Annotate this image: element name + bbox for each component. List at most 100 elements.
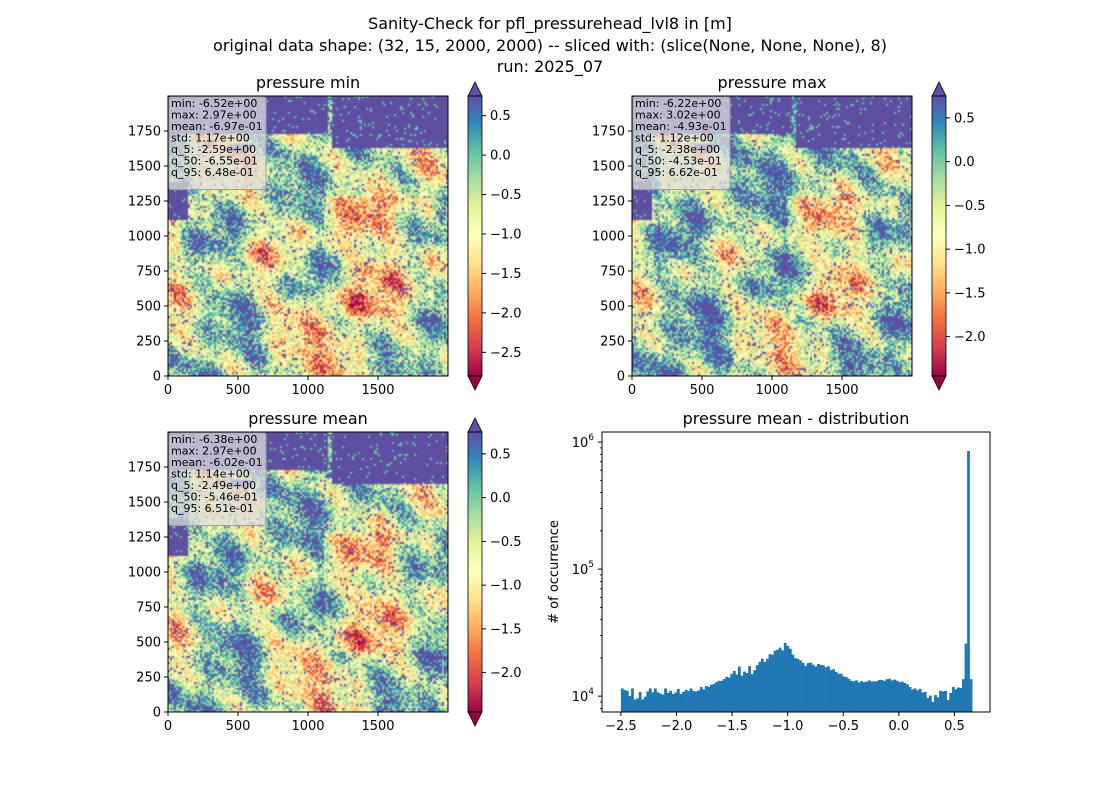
histogram-bar	[816, 664, 820, 712]
histogram-bar	[631, 688, 634, 712]
y-tick-label: 250	[136, 335, 161, 350]
stats-line: mean: -6.02e-01	[171, 456, 263, 469]
y-tick-label: 250	[600, 335, 625, 350]
stats-line: std: 1.17e+00	[171, 132, 250, 145]
histogram-bar	[638, 691, 642, 712]
histogram-bar	[704, 686, 708, 712]
histogram-bar	[687, 690, 690, 712]
colorbar-tick-label: −1.0	[490, 579, 522, 594]
histogram-bar	[941, 691, 945, 712]
histogram-bar	[771, 654, 774, 712]
histogram-bar	[758, 661, 762, 712]
histogram-bar	[839, 673, 843, 712]
histogram-bar	[834, 671, 838, 712]
histogram-bar	[768, 654, 772, 712]
histogram-bar	[712, 683, 716, 712]
histogram-bar	[921, 692, 925, 712]
x-tick-label: 500	[226, 383, 251, 398]
histogram-bar	[710, 684, 713, 712]
histogram-bar	[913, 688, 917, 712]
histogram-bar	[778, 647, 782, 712]
histogram-bar	[745, 673, 749, 712]
histogram-bar	[967, 451, 970, 712]
histogram-bar	[651, 692, 655, 712]
x-tick-label: −1.0	[772, 719, 804, 734]
x-tick-label: 0	[164, 719, 172, 734]
colorbar-tick-label: −1.0	[954, 243, 986, 258]
colorbar-extend-top	[931, 81, 947, 97]
histogram-bar	[969, 679, 973, 712]
histogram-bar	[857, 682, 861, 712]
y-tick-label: 1000	[592, 230, 625, 245]
histogram-bar	[794, 658, 797, 712]
figure-title-line-1: Sanity-Check for pfl_pressurehead_lvl8 i…	[368, 14, 732, 34]
histogram-bar	[753, 670, 757, 712]
colorbar	[932, 96, 946, 376]
histogram-bar	[964, 643, 968, 712]
histogram-bar	[949, 692, 953, 712]
histogram-bar	[648, 688, 652, 712]
colorbar-extend-bottom	[467, 375, 483, 391]
stats-line: q_95: 6.62e-01	[635, 166, 718, 179]
histogram-bar	[867, 680, 871, 712]
stats-line: q_95: 6.48e-01	[171, 166, 254, 179]
histogram-bar	[722, 679, 726, 712]
histogram-bar	[766, 658, 769, 712]
histogram-bar	[842, 676, 846, 712]
histogram-bar	[855, 680, 858, 712]
x-tick-label: 1500	[361, 719, 394, 734]
histogram-bar	[936, 697, 940, 712]
y-tick-label: 105	[572, 560, 594, 578]
colorbar-frame	[467, 95, 483, 377]
y-tick-label: 1250	[592, 195, 625, 210]
colorbar-tick-label: 0.5	[954, 111, 975, 126]
histogram-bar	[732, 670, 736, 712]
histogram-bar	[659, 693, 662, 712]
histogram-bar	[730, 673, 734, 712]
histogram-bar	[811, 664, 815, 712]
histogram-bar	[669, 690, 673, 712]
histogram-bar	[689, 688, 693, 712]
histogram-bar	[931, 701, 935, 712]
y-tick-label: 1500	[128, 160, 161, 175]
stats-line: q_50: -5.46e-01	[171, 491, 258, 504]
histogram-bar	[661, 694, 665, 712]
histogram-bar	[684, 689, 688, 712]
panel-title: pressure mean - distribution	[683, 409, 910, 428]
histogram-bar	[893, 679, 897, 712]
histogram-bar	[878, 679, 881, 712]
panel-title: pressure max	[717, 73, 826, 92]
stats-line: min: -6.38e+00	[171, 433, 257, 446]
histogram-bar	[814, 666, 818, 712]
stats-box	[168, 432, 267, 526]
histogram-bar	[620, 688, 624, 712]
y-tick-label: 0	[153, 370, 161, 385]
histogram-bar	[862, 682, 866, 712]
colorbar-tick-label: −2.0	[954, 330, 986, 345]
colorbar-tick-label: −0.5	[954, 199, 986, 214]
histogram-bar	[880, 679, 884, 712]
y-tick-label: 1750	[592, 125, 625, 140]
x-tick-label: 500	[690, 383, 715, 398]
stats-box	[632, 96, 731, 190]
stats-line: std: 1.14e+00	[171, 468, 250, 481]
axes-frame	[601, 431, 991, 713]
colorbar-tick-label: −1.5	[490, 267, 522, 282]
colorbar-extend-bottom	[931, 375, 947, 391]
x-tick-label: 0	[164, 383, 172, 398]
x-tick-label: −2.0	[661, 719, 693, 734]
histogram-bar	[697, 690, 701, 712]
stats-line: min: -6.52e+00	[171, 97, 257, 110]
histogram-bar	[885, 679, 889, 712]
histogram-bar	[875, 681, 879, 712]
histogram-bar	[809, 662, 813, 712]
histogram-bar	[715, 682, 718, 712]
x-tick-label: 1500	[825, 383, 858, 398]
histogram-bar	[916, 690, 920, 712]
histogram-bar	[796, 659, 800, 712]
histogram-bar	[738, 666, 741, 712]
colorbar	[468, 96, 482, 376]
y-tick-label: 500	[136, 300, 161, 315]
histogram-bar	[636, 698, 639, 712]
stats-line: q_5: -2.49e+00	[171, 479, 256, 492]
